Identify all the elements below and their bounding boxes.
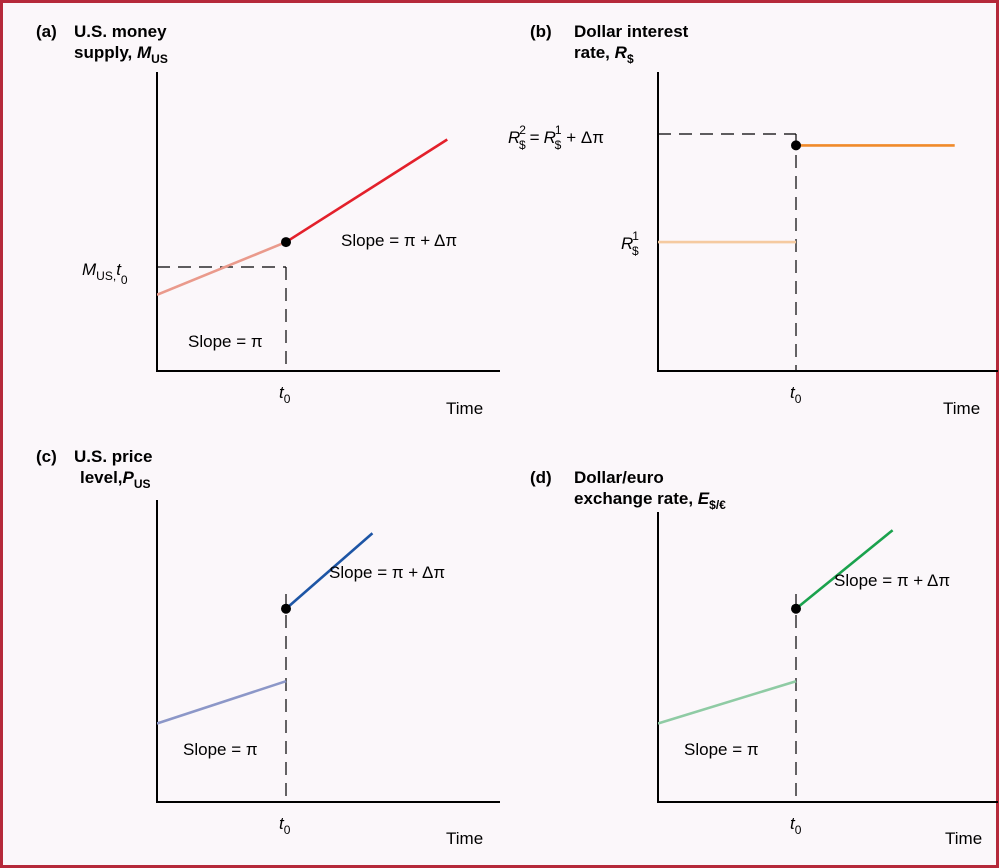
panel-c-point [281,603,291,614]
panel-b-high-sup2: 1 [555,123,562,137]
panel-b-high-base: R [508,128,520,147]
panel-b-x-tick: t0 [790,383,802,406]
panel-c-title-line2: level,PUS [80,468,151,491]
panel-d-annotation-after: Slope = π + Δπ [834,571,950,590]
panel-a-y-marker-var: t [116,260,122,279]
panel-b-high-eq: = [530,128,540,147]
panel-a-segment-before [157,240,287,297]
panel-d-x-tick-sub: 0 [795,823,802,837]
panel-a-title-line2: supply, MUS [74,43,168,66]
panel-b: (b) Dollar interest rate, R$ R2 $ = R1 $ + Δπ… [508,22,998,418]
panel-a-y-marker-sub2: 0 [121,273,128,287]
panel-a-annotation-before: Slope = π [188,332,263,351]
panel-a-title-var: M [137,43,152,62]
panel-b-title-sub: $ [627,52,634,66]
panel-c-title-sub: US [134,477,151,491]
panel-b-y-marker-high: R2 $ = R1 $ + Δπ [508,123,604,152]
panel-d-xlabel: Time [945,829,982,848]
panel-d-segment-before [658,679,797,725]
panel-a-title-line1: U.S. money [74,22,167,41]
panel-c-x-tick: t0 [279,814,291,837]
panel-a-xlabel: Time [446,399,483,418]
panel-a-y-marker: MUS,t0 [82,260,128,287]
panel-b-x-tick-sub: 0 [795,392,802,406]
panel-a-letter: (a) [36,22,57,41]
panel-a-y-marker-base: M [82,260,97,279]
panel-c-x-tick-base: t [279,814,285,833]
panel-c-segment-after [285,532,374,610]
panel-a-point [281,237,291,248]
panel-b-x-tick-base: t [790,383,796,402]
panel-b-low-sup: 1 [632,229,639,243]
panel-a-x-tick-base: t [279,383,285,402]
panel-c-x-tick-sub: 0 [284,823,291,837]
panel-b-title-var: R [615,43,628,62]
panel-d-annotation-before: Slope = π [684,740,759,759]
panel-b-title-prefix: rate, [574,43,610,62]
panel-b-letter: (b) [530,22,552,41]
panel-d-title-line1: Dollar/euro [574,468,664,487]
panel-c-annotation-after: Slope = π + Δπ [329,563,445,582]
panel-d-title-prefix: exchange rate, [574,489,693,508]
panel-b-title-line2: rate, R$ [574,43,634,66]
panel-b-high-base2: R [544,128,556,147]
panel-a-title-sub: US [151,52,168,66]
panel-a-x-tick: t0 [279,383,291,406]
panel-a-y-marker-sub: US, [96,269,116,283]
panel-d-title-line2: exchange rate, E$/€ [574,489,726,512]
panel-c-annotation-before: Slope = π [183,740,258,759]
panel-d-x-tick: t0 [790,814,802,837]
panel-c-xlabel: Time [446,829,483,848]
panel-a-annotation-after: Slope = π + Δπ [341,231,457,250]
panel-c-title-line1: U.S. price [74,447,152,466]
panel-b-point [791,140,801,151]
panel-c-title-var: P [123,468,135,487]
panel-d-segment-after [795,529,894,610]
panel-d-title-sub: $/€ [709,498,726,512]
panel-b-high-sup: 2 [519,123,526,137]
panel-b-high-sub2: $ [555,138,562,152]
panel-b-low-base: R [621,234,633,253]
panel-b-xlabel: Time [943,399,980,418]
panel-d: (d) Dollar/euro exchange rate, E$/€ Slop… [530,468,998,848]
panel-d-letter: (d) [530,468,552,487]
panel-c-letter: (c) [36,447,57,466]
panel-d-point [791,603,801,614]
panel-b-y-marker-low: R1 $ [621,229,639,258]
panel-d-x-tick-base: t [790,814,796,833]
panel-b-title-line1: Dollar interest [574,22,689,41]
panel-a: (a) U.S. money supply, MUS Slope = π Slo… [36,22,500,418]
panel-c-segment-before [157,679,287,725]
panel-b-low-sub: $ [632,244,639,258]
panel-a-title-prefix: supply, [74,43,132,62]
panel-c: (c) U.S. price level,PUS Slope = π Slope… [36,447,500,848]
panel-b-high-tail: + Δπ [566,128,604,147]
panel-a-segment-after [285,138,448,244]
panel-d-title-var: E [698,489,710,508]
panel-b-high-sub: $ [519,138,526,152]
panel-c-title-prefix: level, [80,468,123,487]
panel-a-x-tick-sub: 0 [284,392,291,406]
